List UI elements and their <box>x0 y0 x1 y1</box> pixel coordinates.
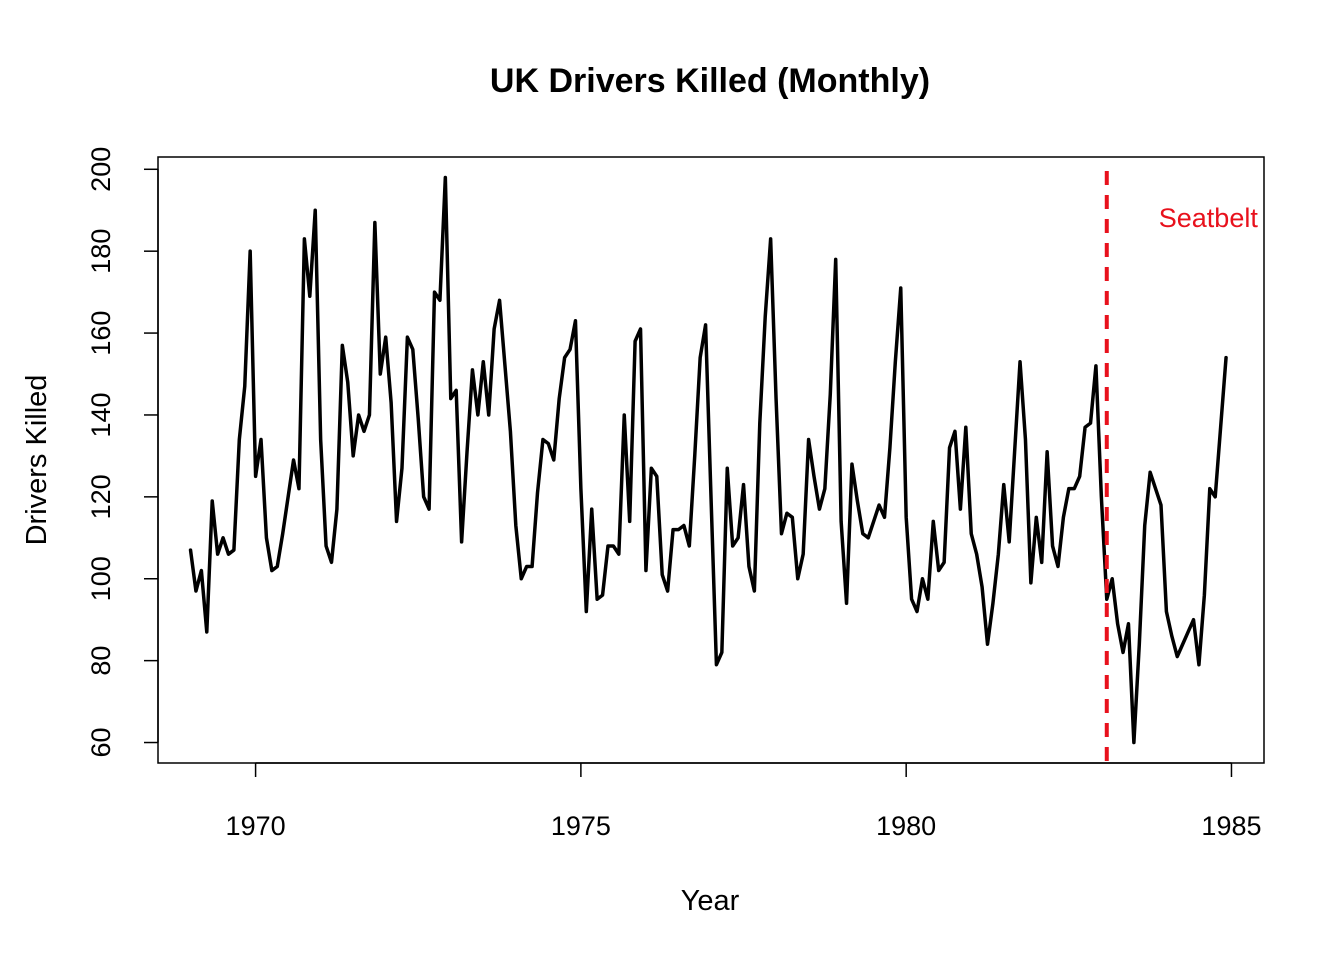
x-tick-label: 1980 <box>876 811 936 841</box>
y-tick-label: 80 <box>86 646 116 676</box>
y-tick-label: 120 <box>86 474 116 519</box>
y-tick-label: 60 <box>86 728 116 758</box>
y-tick-label: 200 <box>86 147 116 192</box>
x-tick-label: 1975 <box>551 811 611 841</box>
seatbelt-annotation: Seatbelt <box>1159 203 1259 233</box>
y-axis-label: Drivers Killed <box>21 375 53 546</box>
x-axis: 1970 1975 1980 1985 <box>226 762 1262 841</box>
y-tick-label: 180 <box>86 229 116 274</box>
x-tick-label: 1970 <box>226 811 286 841</box>
series-line <box>188 175 1228 745</box>
y-axis: 60 80 100 120 140 160 180 200 <box>86 147 159 758</box>
y-tick-label: 100 <box>86 556 116 601</box>
x-tick-label: 1985 <box>1201 811 1261 841</box>
x-axis-label: Year <box>681 885 740 917</box>
chart-title: UK Drivers Killed (Monthly) <box>490 62 930 100</box>
y-tick-label: 140 <box>86 392 116 437</box>
y-tick-label: 160 <box>86 311 116 356</box>
